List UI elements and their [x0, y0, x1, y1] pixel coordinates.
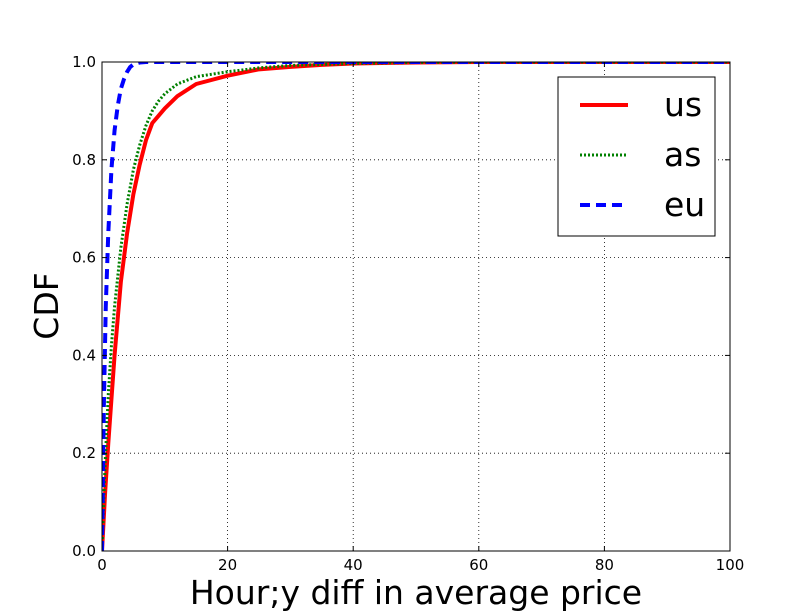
y-tick-label: 0.0	[72, 542, 96, 560]
x-tick-label: 100	[716, 556, 745, 574]
x-tick-label: 80	[595, 556, 614, 574]
plot-frame	[101, 61, 731, 552]
axis-ticks: 0 20 40 60 80 100 0.0 0.2 0.4 0.6 0.8 1.0	[72, 53, 744, 574]
x-tick-label: 60	[469, 556, 488, 574]
x-tick-label: 20	[218, 556, 237, 574]
y-tick-label: 0.4	[72, 346, 96, 364]
x-tick-label: 40	[344, 556, 363, 574]
grid	[102, 62, 730, 551]
x-axis-label: Hour;y diff in average price	[190, 573, 642, 612]
y-tick-label: 0.6	[72, 249, 96, 267]
series-line-as	[102, 62, 730, 551]
y-tick-label: 0.2	[72, 444, 96, 462]
y-tick-label: 1.0	[72, 53, 96, 71]
series-line-eu	[102, 62, 730, 551]
legend-label-eu: eu	[664, 185, 705, 224]
legend-label-as: as	[664, 135, 701, 174]
x-tick-label: 0	[97, 556, 107, 574]
y-tick-label: 0.8	[72, 151, 96, 169]
y-axis-label: CDF	[27, 272, 66, 339]
legend: us as eu	[557, 76, 716, 237]
legend-label-us: us	[664, 85, 702, 124]
